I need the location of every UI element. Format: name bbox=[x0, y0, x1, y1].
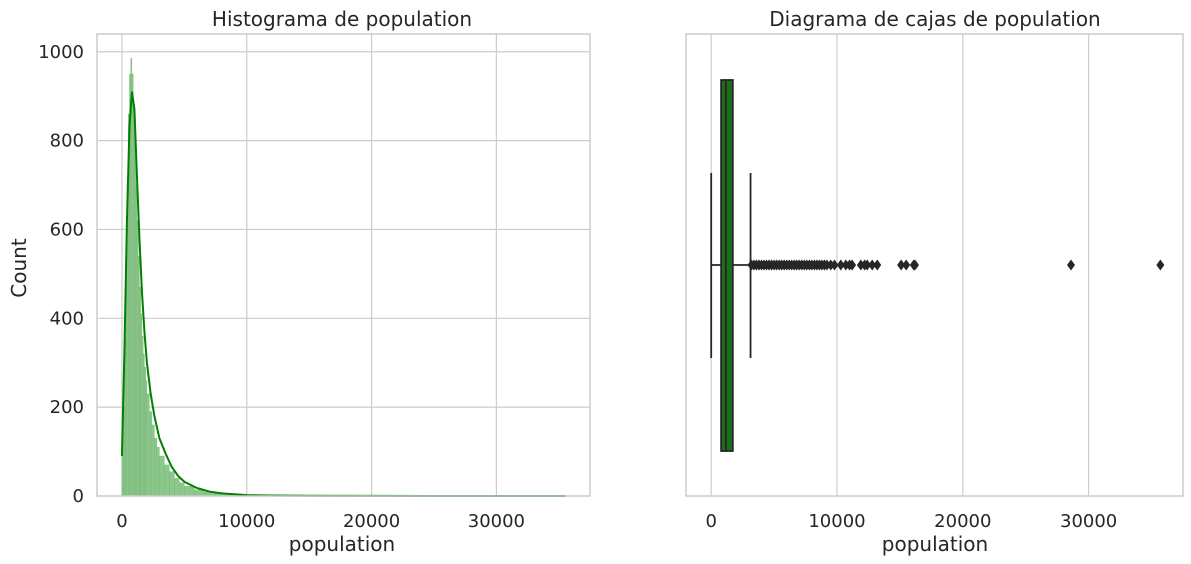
boxplot-title: Diagrama de cajas de population bbox=[769, 7, 1100, 31]
histogram-bar bbox=[133, 104, 135, 497]
boxplot-x-axis-label: population bbox=[882, 532, 988, 556]
boxplot-box bbox=[720, 79, 734, 452]
histogram-y-tick-label: 0 bbox=[73, 486, 84, 507]
histogram-y-axis-label: Count bbox=[7, 238, 31, 298]
histogram-y-tick-label: 400 bbox=[50, 308, 84, 329]
histogram-x-tick-label: 10000 bbox=[218, 511, 275, 532]
boxplot-frame bbox=[685, 33, 1184, 497]
histogram-y-tick-label: 600 bbox=[50, 219, 84, 240]
boxplot-outlier-point bbox=[1067, 259, 1076, 271]
histogram-bar bbox=[143, 353, 145, 497]
histogram-bar bbox=[159, 455, 165, 497]
histogram-y-tick-label: 200 bbox=[50, 397, 84, 418]
histogram-bar bbox=[136, 220, 139, 497]
histogram-y-tick-label: 800 bbox=[50, 131, 84, 152]
histogram-bar bbox=[141, 335, 144, 497]
histogram-bar bbox=[184, 486, 195, 497]
boxplot-outlier-point bbox=[863, 259, 872, 271]
histogram-x-tick-label: 0 bbox=[116, 511, 127, 532]
histogram-y-tick-label: 1000 bbox=[38, 42, 84, 63]
histogram-bar bbox=[149, 411, 153, 497]
histogram-bar bbox=[131, 73, 134, 497]
boxplot-x-tick-label: 10000 bbox=[808, 511, 865, 532]
histogram-x-axis-label: population bbox=[289, 532, 395, 556]
boxplot-outlier-point bbox=[848, 259, 857, 271]
boxplot-x-ticks: 0 10000 20000 30000 bbox=[705, 511, 1117, 532]
histogram-bar bbox=[139, 287, 141, 497]
histogram-bar bbox=[179, 482, 185, 497]
histogram-x-tick-label: 30000 bbox=[468, 511, 525, 532]
boxplot-outlier-point bbox=[868, 259, 877, 271]
histogram-x-tick-label: 20000 bbox=[343, 511, 400, 532]
boxplot-outliers bbox=[747, 259, 1165, 271]
boxplot-outlier-point bbox=[830, 259, 839, 271]
kde-line bbox=[120, 91, 566, 497]
boxplot-panel: 0 10000 20000 30000 Diagrama de cajas de po… bbox=[685, 7, 1184, 556]
boxplot-outlier-point bbox=[873, 259, 882, 271]
boxplot-outlier-point bbox=[1156, 259, 1165, 271]
histogram-bar bbox=[151, 424, 155, 497]
histogram-frame bbox=[96, 33, 591, 497]
histogram-bar bbox=[146, 393, 150, 497]
boxplot-x-tick-label: 0 bbox=[705, 511, 716, 532]
histogram-bar bbox=[156, 446, 160, 497]
histogram-bar bbox=[134, 140, 136, 497]
histogram-bars bbox=[121, 58, 567, 497]
histogram-bar bbox=[164, 464, 170, 497]
histogram-bar bbox=[174, 478, 180, 497]
boxplot-outlier-point bbox=[902, 259, 911, 271]
histogram-bar bbox=[169, 471, 175, 497]
boxplot-x-tick-label: 30000 bbox=[1060, 511, 1117, 532]
histogram-bar bbox=[130, 58, 133, 497]
boxplot-outlier-point bbox=[910, 259, 919, 271]
histogram-x-ticks: 0 10000 20000 30000 bbox=[116, 511, 525, 532]
histogram-bar bbox=[144, 367, 146, 497]
histogram-title: Histograma de population bbox=[212, 7, 472, 31]
histogram-y-ticks: 0 200 400 600 800 1000 bbox=[38, 42, 84, 507]
histogram-bar bbox=[145, 380, 148, 497]
histogram-panel: 0 10000 20000 30000 0 200 400 600 800 1000 Histo… bbox=[7, 7, 591, 556]
boxplot-outlier-point bbox=[836, 259, 845, 271]
histogram-bar bbox=[154, 438, 158, 497]
boxplot-outlier-point bbox=[897, 259, 906, 271]
histogram-bar bbox=[135, 184, 138, 497]
boxplot-x-tick-label: 20000 bbox=[934, 511, 991, 532]
histogram-grid bbox=[97, 34, 590, 497]
histogram-bar bbox=[138, 255, 140, 497]
histogram-bar bbox=[140, 313, 143, 497]
histogram-bar bbox=[121, 455, 124, 497]
